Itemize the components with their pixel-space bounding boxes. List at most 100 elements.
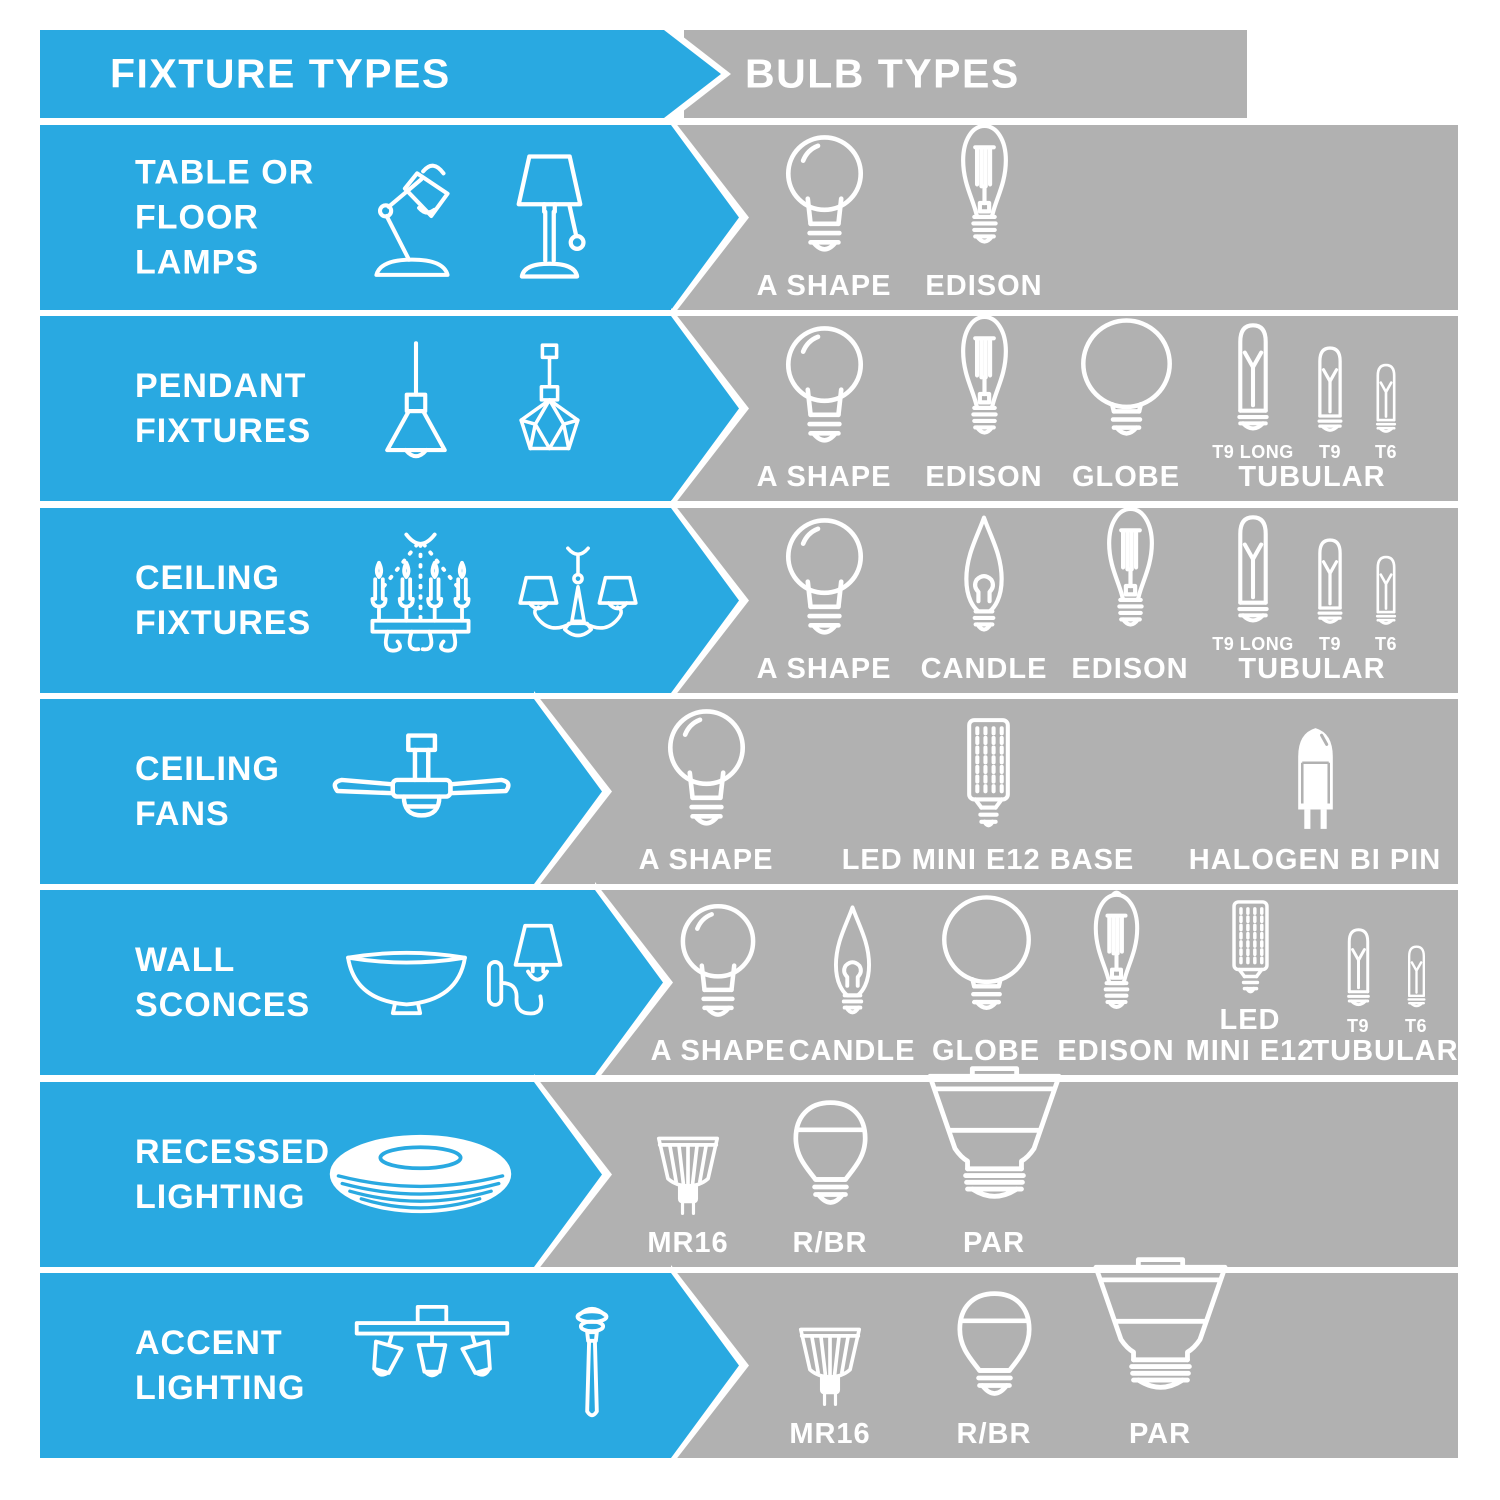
bulb-label: A SHAPE: [650, 1035, 786, 1067]
bulb-label: LED MINI E12 BASE: [841, 844, 1135, 876]
bulb-label: CANDLE: [788, 1035, 916, 1067]
bulb-size-sublabel: T6: [1404, 1016, 1428, 1036]
edison-bulb-icon: [952, 120, 1017, 260]
r-br-bulb-icon: [953, 1288, 1036, 1408]
fixture-label-line: FIXTURES: [135, 603, 312, 642]
fixture-label: RECESSED LIGHTING: [135, 1130, 330, 1220]
chandelier-icon: [333, 529, 508, 671]
bulb-label: PAR: [962, 1227, 1026, 1259]
row-table-or-floor-lamps: TABLE OR FLOOR LAMPS A SHAPE EDISON: [0, 117, 1500, 318]
tubular-bulb-icon: [1405, 943, 1428, 1011]
r-br-bulb-icon: [789, 1097, 872, 1217]
fixture-arrow: [40, 316, 672, 501]
fixture-types-title: FIXTURE TYPES: [110, 50, 451, 97]
pendant-cone-icon: [377, 341, 455, 475]
a-shape-bulb-icon: [778, 513, 871, 643]
bulb-label: LED MINI E12: [1186, 1005, 1315, 1067]
fixture-label-line: LIGHTING: [135, 1368, 306, 1407]
tubular-bulb-icon: [1373, 553, 1399, 629]
fixture-label: TABLE OR FLOOR LAMPS: [135, 150, 314, 285]
fixture-label: PENDANT FIXTURES: [135, 364, 311, 454]
mr16-bulb-icon: [654, 1133, 722, 1217]
fixture-label-line: ACCENT: [135, 1323, 283, 1362]
edison-bulb-icon: [952, 311, 1017, 451]
tubular-bulb-icon: [1233, 319, 1273, 437]
row-wall-sconces: WALL SCONCES A SHAPE CANDLE GLOBE EDISON LED MI…: [0, 882, 1500, 1083]
globe-bulb-icon: [938, 893, 1035, 1025]
row-accent-lighting: ACCENT LIGHTING MR16 R/BR PAR: [0, 1273, 1500, 1466]
edison-bulb-icon: [1098, 503, 1163, 643]
bulb-label: MR16: [647, 1227, 729, 1259]
bulb-label: A SHAPE: [756, 653, 892, 685]
fixture-arrow: [40, 508, 672, 693]
bulb-size-sublabel: T6: [1374, 634, 1398, 654]
fixture-label: WALL SCONCES: [135, 938, 310, 1028]
table-lamp-icon: [508, 148, 591, 286]
fixture-label-line: FANS: [135, 794, 230, 833]
fixture-label-line: LIGHTING: [135, 1177, 306, 1216]
bulb-group-caption: TUBULAR: [1238, 653, 1386, 685]
fixture-label-line: LAMPS: [135, 243, 259, 281]
bulb-label-line: MINI E12: [1185, 1035, 1315, 1067]
bulb-size-sublabel: T9 LONG: [1212, 634, 1294, 654]
bulb-label: A SHAPE: [756, 461, 892, 493]
fixture-label-line: PENDANT: [135, 366, 307, 405]
fixture-label-line: TABLE OR: [135, 153, 315, 191]
ceiling-fan-icon: [326, 730, 515, 852]
bulb-label: CANDLE: [920, 653, 1048, 685]
bulb-label: A SHAPE: [756, 270, 892, 302]
tubular-bulb-icon: [1314, 343, 1346, 437]
fixture-types-header-band: [40, 30, 665, 118]
row-recessed-lighting: RECESSED LIGHTING MR16 R/BR PAR: [0, 1082, 1500, 1275]
desk-lamp-icon: [356, 151, 468, 283]
fixture-arrow: [40, 1273, 672, 1458]
bulb-types-title: BULB TYPES: [745, 50, 1020, 97]
mr16-bulb-icon: [796, 1324, 864, 1408]
bulb-label: HALOGEN BI PIN: [1188, 844, 1442, 876]
a-shape-bulb-icon: [660, 704, 753, 834]
led-mini-bulb-icon: [960, 712, 1017, 834]
chandelier-shades-icon: [512, 544, 644, 656]
a-shape-bulb-icon: [778, 321, 871, 451]
bulb-size-sublabel: T9: [1318, 442, 1342, 462]
fixture-label-line: SCONCES: [135, 985, 311, 1024]
tubular-bulb-icon: [1314, 535, 1346, 629]
halogen-bipin-bulb-icon: [1287, 722, 1344, 834]
bulb-types-header-band: [684, 30, 1247, 118]
globe-bulb-icon: [1077, 316, 1176, 451]
bulb-label: R/BR: [792, 1227, 868, 1259]
candle-bulb-icon: [958, 513, 1010, 643]
bulb-label: EDISON: [925, 461, 1043, 493]
bulb-label: EDISON: [1071, 653, 1189, 685]
sconce-arm-icon: [485, 920, 571, 1044]
a-shape-bulb-icon: [673, 899, 763, 1025]
fixture-label: ACCENT LIGHTING: [135, 1321, 305, 1411]
bulb-label: PAR: [1128, 1418, 1192, 1450]
candle-bulb-icon: [828, 903, 877, 1025]
par-bulb-icon: [922, 1059, 1067, 1217]
bulb-size-sublabel: T9: [1318, 634, 1342, 654]
pendant-geo-icon: [511, 342, 588, 474]
fixture-label: CEILING FIXTURES: [135, 556, 311, 646]
sconce-bowl-icon: [343, 945, 470, 1019]
header-band: FIXTURE TYPES BULB TYPES: [0, 22, 1500, 126]
bulb-size-sublabel: T6: [1374, 442, 1398, 462]
bulb-label: A SHAPE: [638, 844, 774, 876]
row-pendant-fixtures: PENDANT FIXTURES A SHAPE EDISON GLOBE T9 LONG…: [0, 308, 1500, 509]
fixture-label: CEILING FANS: [135, 747, 280, 837]
bulb-label: EDISON: [1057, 1035, 1175, 1067]
bulb-label-line: LED: [1219, 1004, 1281, 1036]
path-light-icon: [563, 1302, 621, 1428]
row-ceiling-fans: CEILING FANS A SHAPE LED MINI E12 BASE HALOG…: [0, 691, 1500, 892]
tubular-bulb-icon: [1233, 511, 1273, 629]
bulb-size-sublabel: T9: [1346, 1016, 1370, 1036]
edison-bulb-icon: [1085, 889, 1148, 1025]
fixture-label-line: RECESSED: [135, 1132, 331, 1171]
bulb-label: GLOBE: [931, 1035, 1041, 1067]
tubular-bulb-icon: [1344, 925, 1373, 1011]
fixture-label-line: CEILING: [135, 558, 280, 597]
bulb-group-caption: TUBULAR: [1311, 1035, 1459, 1067]
bulb-group-caption: TUBULAR: [1238, 461, 1386, 493]
led-mini-bulb-icon: [1226, 895, 1275, 999]
